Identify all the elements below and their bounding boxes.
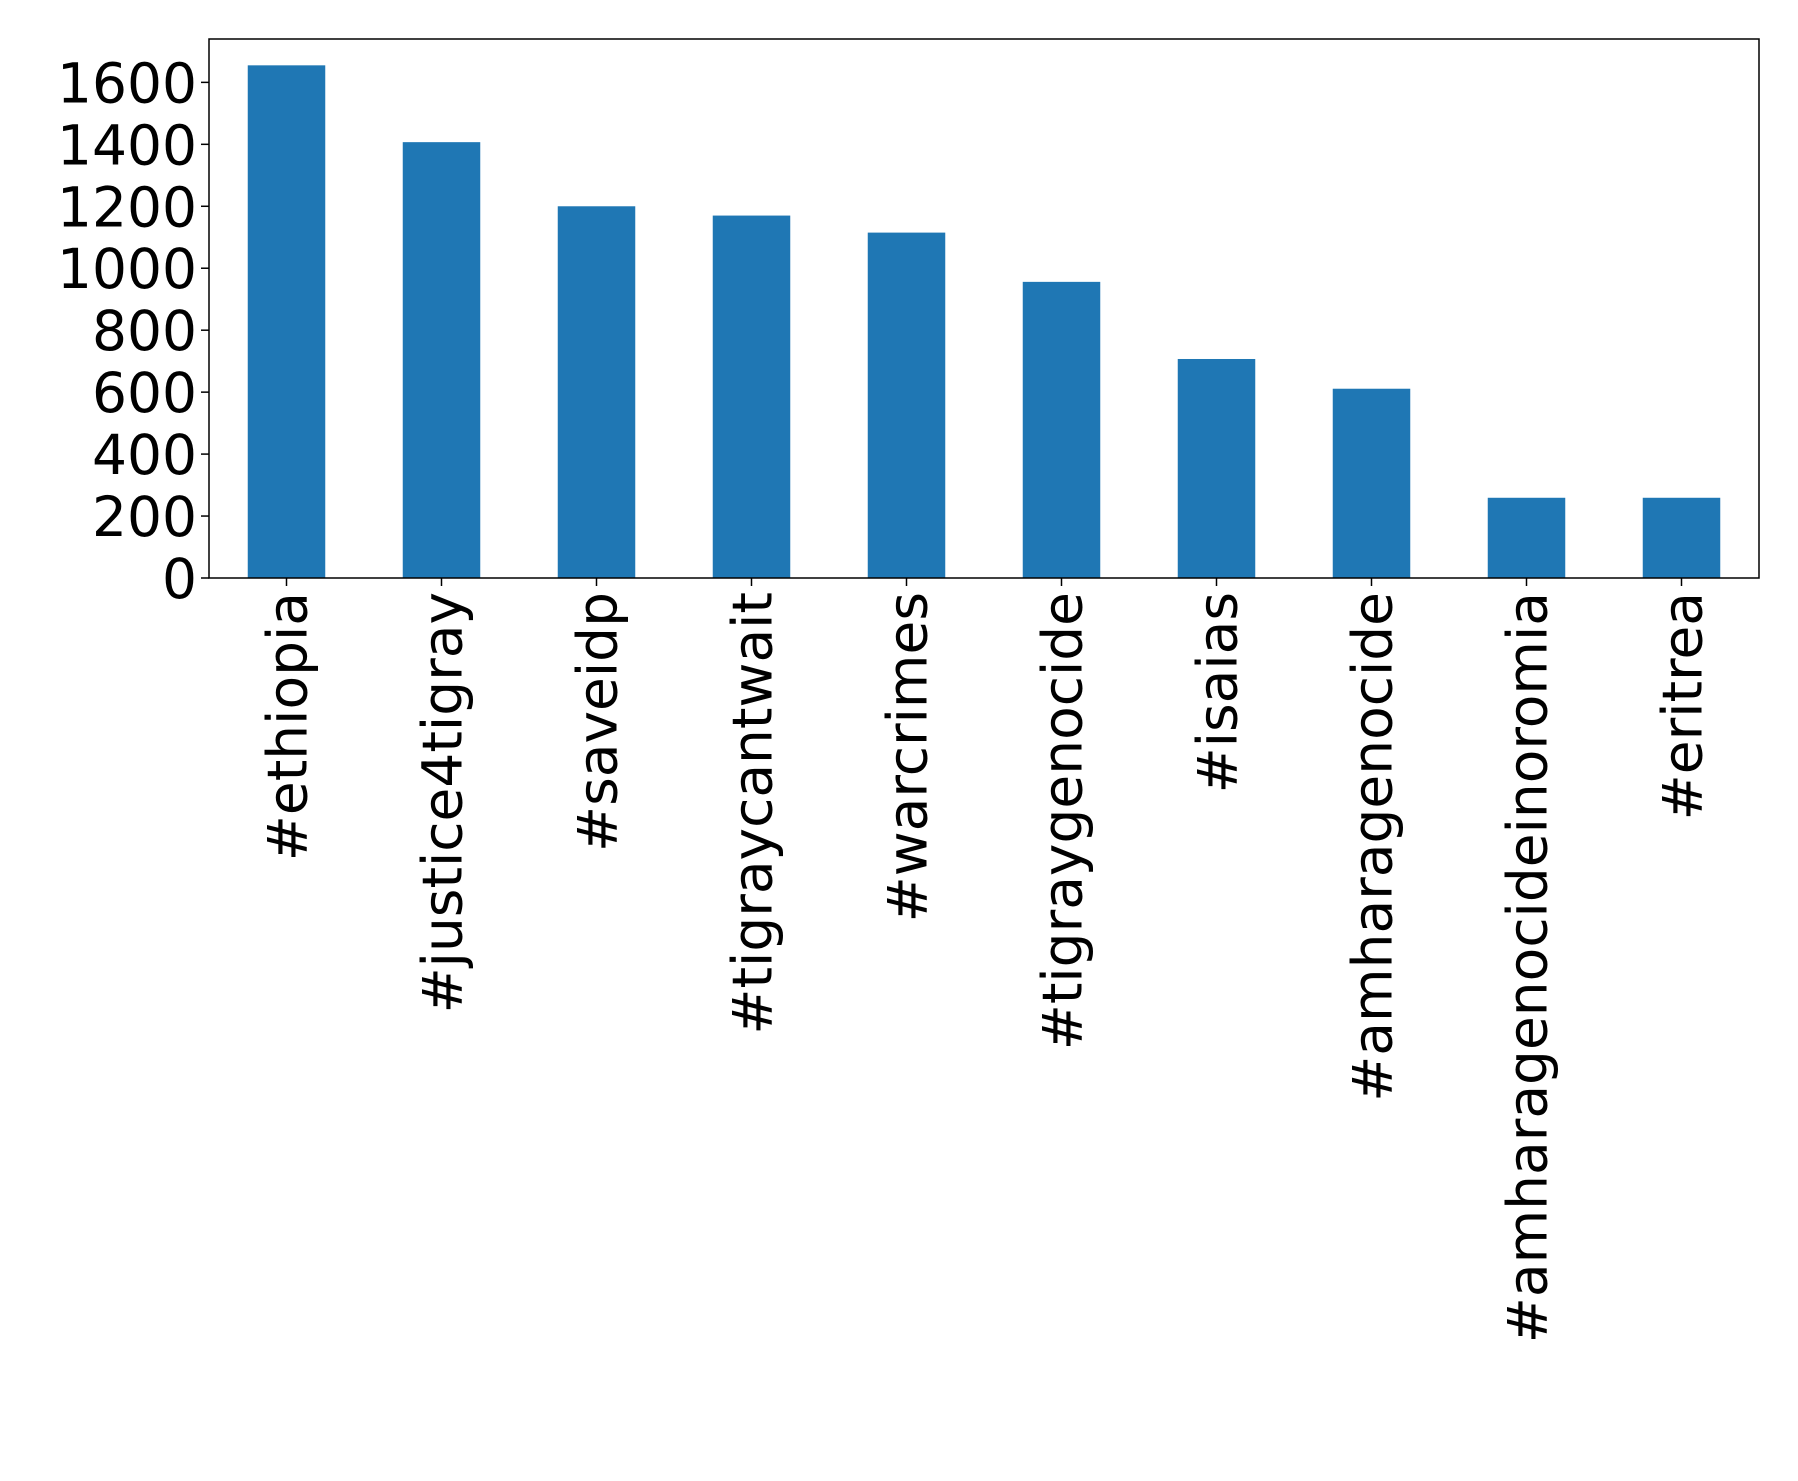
x-tick-label: #warcrimes: [876, 592, 940, 922]
y-tick-label: 400: [92, 423, 197, 487]
bar: [712, 215, 791, 578]
bar: [1332, 388, 1411, 578]
y-tick-label: 800: [92, 299, 197, 363]
y-tick-label: 1200: [57, 175, 197, 239]
bar: [867, 232, 946, 578]
bar: [402, 142, 481, 578]
plot-frame: [208, 38, 1760, 579]
x-tick-label: #ethiopia: [256, 592, 320, 861]
x-tick-label: #eritrea: [1651, 592, 1715, 820]
bar: [1177, 358, 1256, 578]
y-tick-label: 1400: [57, 113, 197, 177]
y-tick-label: 200: [92, 485, 197, 549]
x-tick-label: #isaias: [1186, 592, 1250, 793]
y-tick-label: 600: [92, 361, 197, 425]
y-tick-label: 0: [162, 547, 197, 611]
bar: [247, 65, 326, 579]
y-tick-label: 1600: [57, 51, 197, 115]
x-tick-label: #justice4tigray: [411, 592, 475, 1013]
x-tick-label: #saveidp: [566, 592, 630, 852]
x-tick-label: #amharagenocideinoromia: [1496, 592, 1560, 1343]
x-tick-label: #amharagenocide: [1341, 592, 1405, 1102]
x-tick-label: #tigraycantwait: [721, 592, 785, 1035]
y-tick-label: 1000: [57, 237, 197, 301]
bar: [1642, 497, 1721, 578]
bar: [1022, 281, 1101, 578]
x-tick-label: #tigraygenocide: [1031, 592, 1095, 1050]
bar: [1487, 497, 1566, 578]
bar: [557, 206, 636, 578]
